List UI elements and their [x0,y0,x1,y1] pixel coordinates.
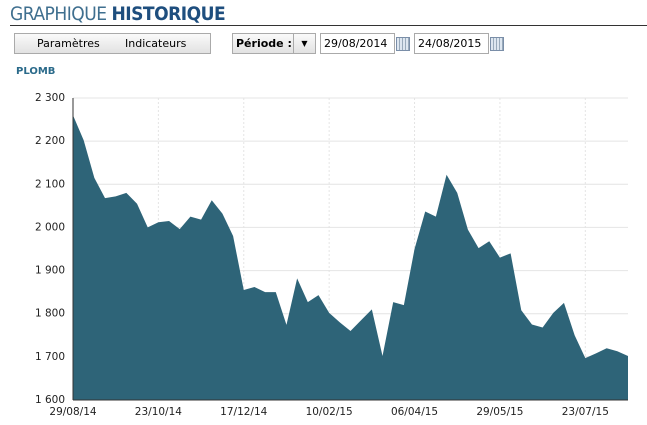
y-tick-label: 1 900 [35,265,65,277]
calendar-icon[interactable] [490,37,504,51]
title-rule [10,25,647,26]
y-tick-label: 2 000 [35,221,65,233]
y-tick-label: 1 600 [35,394,65,406]
x-tick-label: 23/07/15 [562,406,609,418]
page-title: GRAPHIQUE HISTORIQUE [10,3,226,25]
button[interactable]: Paramètres [37,37,100,50]
y-tick-label: 2 100 [35,178,65,190]
x-tick-label: 29/08/14 [49,406,96,418]
y-tick-label: 1 800 [35,308,65,320]
y-tick-label: 1 700 [35,351,65,363]
x-tick-label: 29/05/15 [476,406,523,418]
y-tick-label: 2 200 [35,135,65,147]
toolbar-buttons: Paramètres Indicateurs [14,33,211,54]
end-date[interactable]: 24/08/2015 [414,33,489,54]
dropdown-arrow[interactable]: ▼ [293,34,315,53]
x-tick-label: 17/12/14 [220,406,267,418]
x-tick-label: 06/04/15 [391,406,438,418]
button[interactable]: Indicateurs [125,37,187,50]
title-light: GRAPHIQUE [10,3,107,25]
period-select[interactable]: Période : ▼ [232,33,316,54]
period-label: Période : [236,37,292,50]
x-tick-label: 23/10/14 [135,406,182,418]
calendar-icon[interactable] [396,37,410,51]
series-name: PLOMB [16,66,56,77]
x-tick-label: 10/02/15 [306,406,353,418]
start-date[interactable]: 29/08/2014 [320,33,395,54]
title-bold: HISTORIQUE [111,3,226,25]
y-tick-label: 2 300 [35,92,65,104]
area [73,115,628,400]
